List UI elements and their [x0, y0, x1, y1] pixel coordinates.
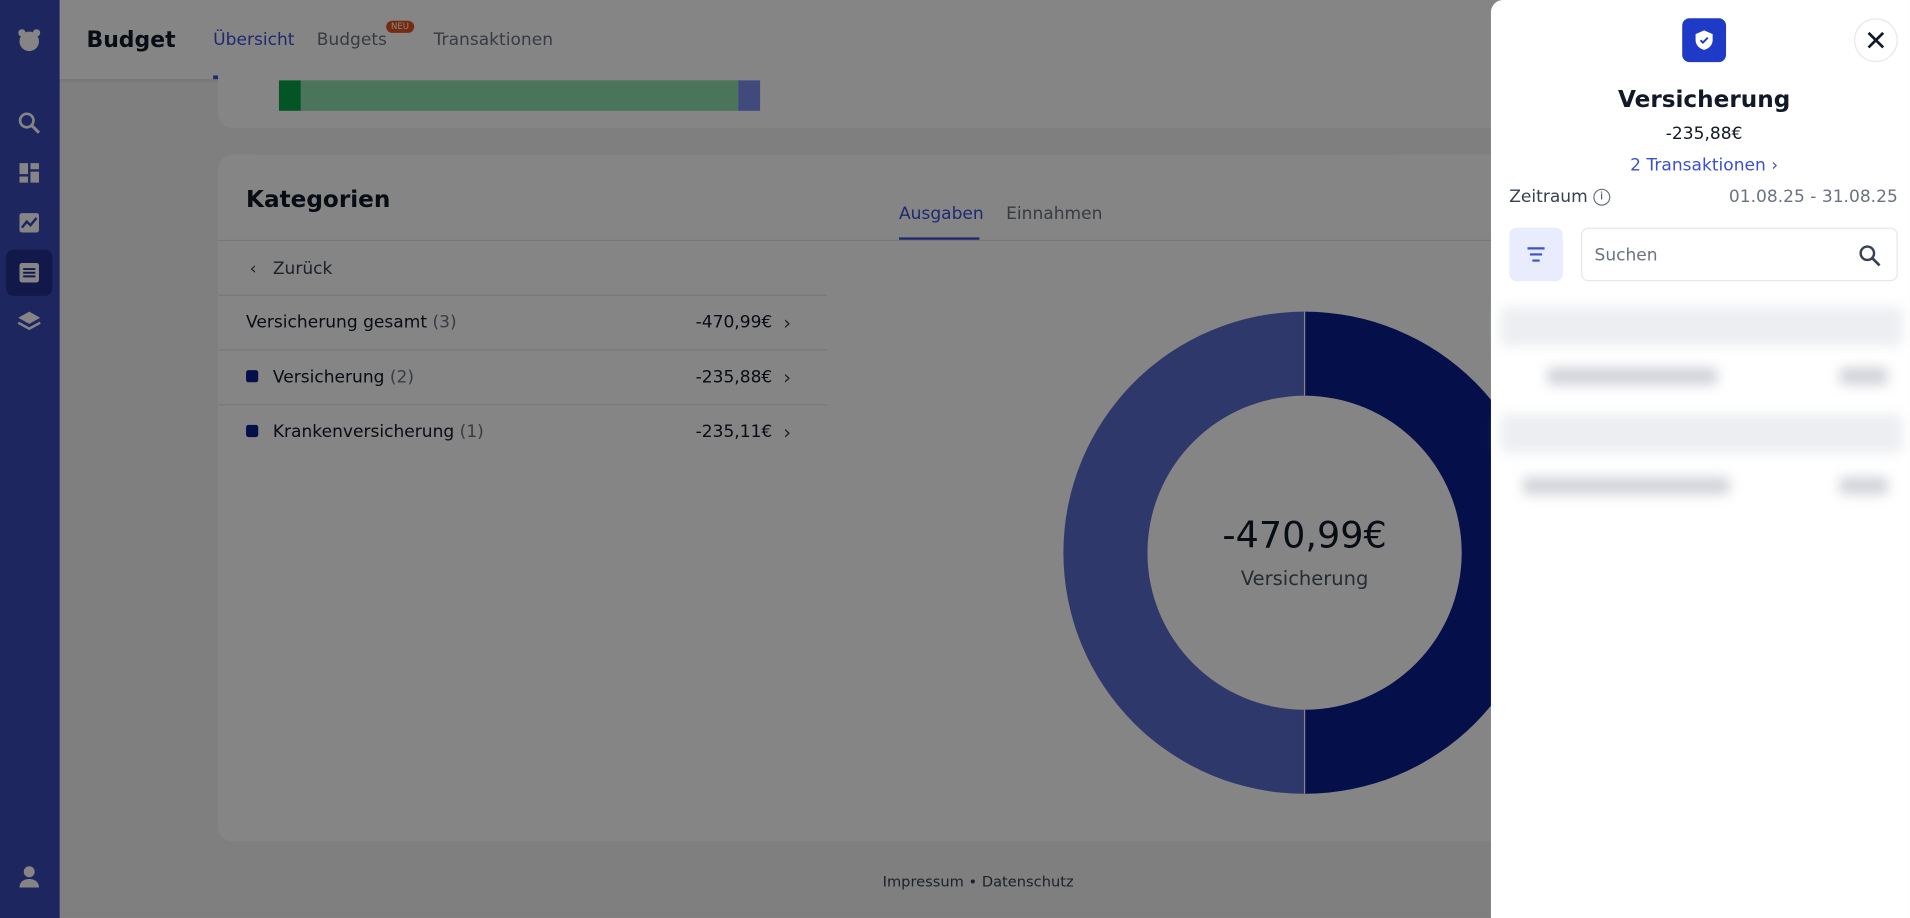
search-input[interactable]: Suchen	[1581, 227, 1898, 282]
footer: Impressum • Datenschutz	[883, 873, 1074, 890]
panel-title: Versicherung	[1617, 86, 1791, 114]
divider	[218, 404, 828, 406]
period: 01.08.25 - 31.08.25	[1728, 187, 1898, 207]
shield-icon	[1695, 30, 1713, 50]
tab[interactable]: Einnahmen	[1006, 204, 1103, 225]
link-text[interactable]: 2 Transaktionen	[1630, 155, 1766, 176]
donut-total: -470,99€	[1222, 514, 1387, 558]
user-nav[interactable]	[17, 864, 41, 888]
divider	[218, 239, 1511, 242]
footer-link[interactable]: Datenschutz	[981, 872, 1074, 890]
category-count: (2)	[389, 367, 415, 388]
sidebar	[0, 0, 60, 918]
chart-nav[interactable]	[17, 211, 41, 235]
donut-label: Versicherung	[1240, 566, 1369, 590]
tab[interactable]: Transaktionen	[433, 30, 554, 50]
loading-row	[1522, 477, 1730, 495]
category-dot	[246, 424, 259, 438]
donut-segment	[1063, 311, 1305, 794]
category-count: (1)	[459, 422, 484, 442]
search-placeholder: Suchen	[1594, 245, 1658, 266]
chevron[interactable]: ›	[783, 420, 792, 444]
footer-separator: •	[968, 872, 978, 890]
loading-row	[1839, 367, 1889, 385]
category-amount: -235,11€	[695, 422, 773, 442]
category-row[interactable]: Versicherung gesamt (3)	[246, 313, 457, 332]
search-nav[interactable]	[17, 111, 41, 135]
category-label: Versicherung	[272, 367, 385, 388]
loading-row	[1839, 477, 1889, 495]
tab-underline	[898, 237, 980, 240]
filter-icon	[1527, 247, 1545, 262]
divider	[218, 294, 828, 296]
close-icon	[1867, 31, 1885, 49]
filter-button[interactable]	[1509, 227, 1563, 282]
tab[interactable]: Budgets	[316, 30, 387, 50]
card-title: Kategorien	[246, 186, 391, 214]
side-panel	[1490, 0, 1910, 918]
layers-nav[interactable]	[17, 309, 41, 333]
donut	[1063, 311, 1546, 794]
dashboard-nav[interactable]	[17, 161, 41, 185]
bar-segment	[278, 80, 301, 111]
period-label: Zeitraum i	[1509, 187, 1611, 207]
period-text: Zeitraum	[1509, 187, 1588, 207]
list-nav[interactable]	[17, 261, 41, 285]
panel-amount: -235,88€	[1665, 124, 1743, 144]
info-icon[interactable]: i	[1593, 188, 1611, 206]
search-icon	[1859, 245, 1881, 267]
chevron[interactable]: ›	[783, 365, 792, 389]
category-row[interactable]: Versicherung (2)	[273, 368, 414, 387]
transactions-link[interactable]: 2 Transaktionen ›	[1630, 155, 1779, 176]
footer-link[interactable]: Impressum	[882, 872, 964, 890]
category-count: (3)	[432, 312, 457, 333]
back-arrow[interactable]: ‹	[249, 259, 257, 279]
category-label: Krankenversicherung	[272, 422, 455, 442]
category-amount: -470,99€	[695, 312, 773, 333]
bar-segment	[300, 80, 739, 111]
category-amount: -235,88€	[695, 367, 773, 388]
loading-row	[1500, 306, 1903, 346]
bar-segment	[738, 80, 761, 111]
loading-row	[1546, 367, 1718, 385]
category-dot	[246, 370, 259, 383]
close-button[interactable]	[1853, 18, 1898, 63]
loading-row	[1500, 413, 1903, 453]
divider	[218, 349, 828, 351]
tab[interactable]: Ausgaben	[898, 204, 984, 225]
category-label: Versicherung gesamt	[246, 312, 428, 333]
back-link[interactable]: Zurück	[272, 259, 333, 279]
app-title: Budget	[86, 27, 176, 53]
logo[interactable]	[17, 28, 41, 52]
chevron[interactable]: ›	[783, 311, 792, 335]
tab[interactable]: Übersicht	[213, 30, 295, 50]
donut-segment	[1304, 311, 1546, 794]
badge: NEU	[386, 20, 414, 33]
category-icon	[1682, 18, 1727, 63]
category-row[interactable]: Krankenversicherung (1)	[273, 422, 484, 441]
